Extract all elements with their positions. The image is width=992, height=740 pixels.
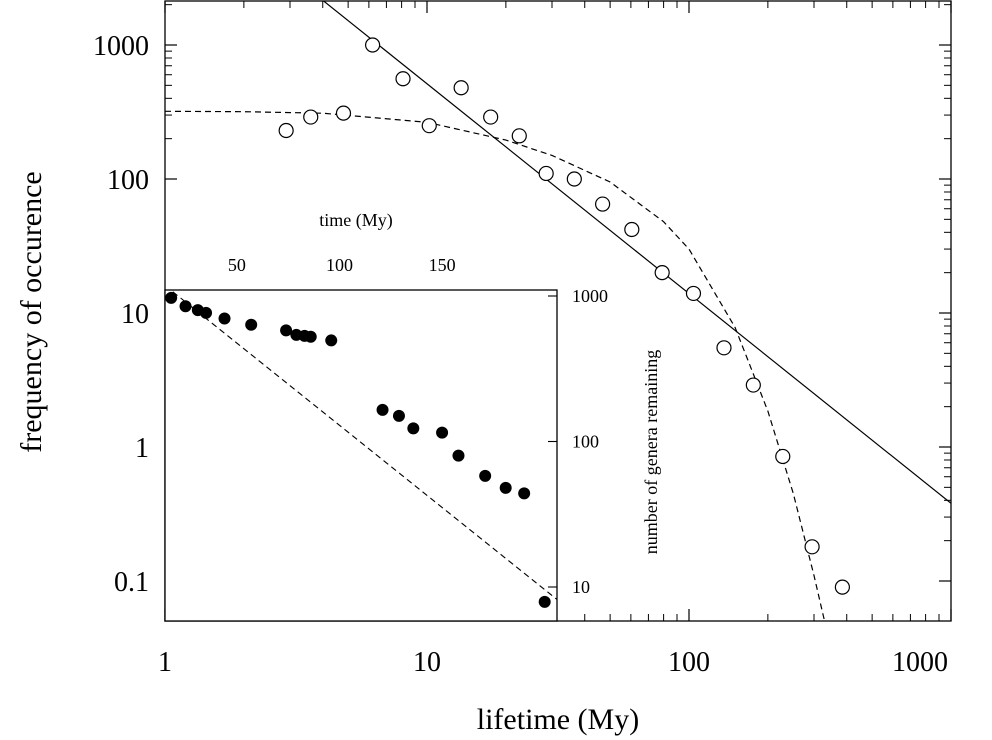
- inset-fit-lines: [169, 290, 557, 600]
- main-data-point: [395, 71, 411, 87]
- inset-y-tick-label: 1000: [572, 286, 608, 306]
- main-data-point: [566, 171, 582, 187]
- main-data-point: [716, 340, 732, 356]
- main-plot: 1 10 100 1000 0.1 1 10 100 1000 lifetime (My) fr…: [15, 0, 952, 736]
- main-data-point: [453, 80, 469, 96]
- inset-data-point: [407, 422, 420, 435]
- inset-y-axis-label: number of genera remaining: [641, 350, 661, 554]
- main-axis-ticks: [164, 1, 952, 621]
- main-y-tick-label: 1: [135, 433, 149, 464]
- main-data-point: [624, 221, 640, 238]
- main-data-points: [278, 37, 850, 595]
- main-solid-fit-line: [322, 1, 951, 504]
- main-data-point: [538, 165, 554, 182]
- main-data-point: [421, 118, 437, 134]
- inset-data-point: [165, 291, 178, 304]
- main-data-point: [804, 539, 820, 555]
- inset-data-point: [245, 318, 258, 331]
- inset-axis-ticks: [548, 295, 557, 588]
- main-data-point: [365, 37, 381, 53]
- inset-data-point: [452, 449, 465, 462]
- main-y-tick-label: 1000: [93, 31, 149, 62]
- main-axis-tick-labels: 1 10 100 1000 0.1 1 10 100 1000: [93, 31, 948, 678]
- main-data-point: [278, 122, 294, 139]
- main-x-tick-label: 100: [668, 647, 710, 678]
- inset-y-tick-label: 100: [572, 432, 599, 452]
- inset-data-point: [538, 595, 551, 608]
- inset-data-point: [304, 330, 317, 343]
- inset-data-points: [165, 291, 551, 608]
- main-data-point: [775, 448, 791, 465]
- main-data-point: [511, 128, 527, 144]
- main-data-point: [335, 105, 352, 121]
- inset-data-point: [325, 334, 338, 347]
- main-data-point: [654, 265, 670, 281]
- main-y-axis-label: frequency of occurence: [15, 171, 48, 452]
- main-data-point: [483, 109, 499, 125]
- inset-x-tick-label: 50: [228, 255, 246, 275]
- inset-data-point: [200, 306, 213, 319]
- inset-data-point: [436, 426, 449, 439]
- inset-axis-tick-labels: 50 100 150 10 100 1000: [228, 255, 608, 597]
- main-y-tick-label: 100: [107, 165, 149, 196]
- main-data-point: [834, 579, 850, 595]
- inset-x-tick-label: 150: [429, 255, 456, 275]
- inset-plot-background: [165, 290, 557, 621]
- main-data-point: [595, 196, 611, 212]
- main-data-point: [745, 377, 761, 393]
- inset-data-point: [479, 469, 492, 482]
- inset-data-point: [392, 409, 405, 422]
- inset-x-tick-label: 100: [326, 255, 353, 275]
- inset-x-axis-label: time (My): [319, 210, 393, 231]
- inset-data-point: [280, 324, 293, 337]
- main-x-tick-label: 10: [413, 647, 441, 678]
- inset-data-point: [499, 481, 512, 494]
- main-data-point: [303, 109, 319, 125]
- main-data-point: [685, 285, 702, 302]
- inset-data-point: [518, 487, 531, 500]
- inset-data-point: [218, 312, 231, 325]
- inset-data-point: [376, 403, 389, 416]
- inset-dashed-fit-line: [169, 290, 557, 600]
- inset-data-point: [179, 300, 192, 313]
- main-x-tick-label: 1: [158, 647, 172, 678]
- inset-plot: 50 100 150 10 100 1000 time (My) number of ge…: [164, 210, 661, 622]
- main-x-tick-label: 1000: [892, 647, 948, 678]
- inset-y-tick-label: 10: [572, 577, 590, 597]
- main-y-tick-label: 10: [121, 299, 149, 330]
- main-y-tick-label: 0.1: [114, 567, 149, 598]
- main-x-axis-label: lifetime (My): [477, 703, 639, 736]
- inset-plot-frame: [164, 289, 558, 622]
